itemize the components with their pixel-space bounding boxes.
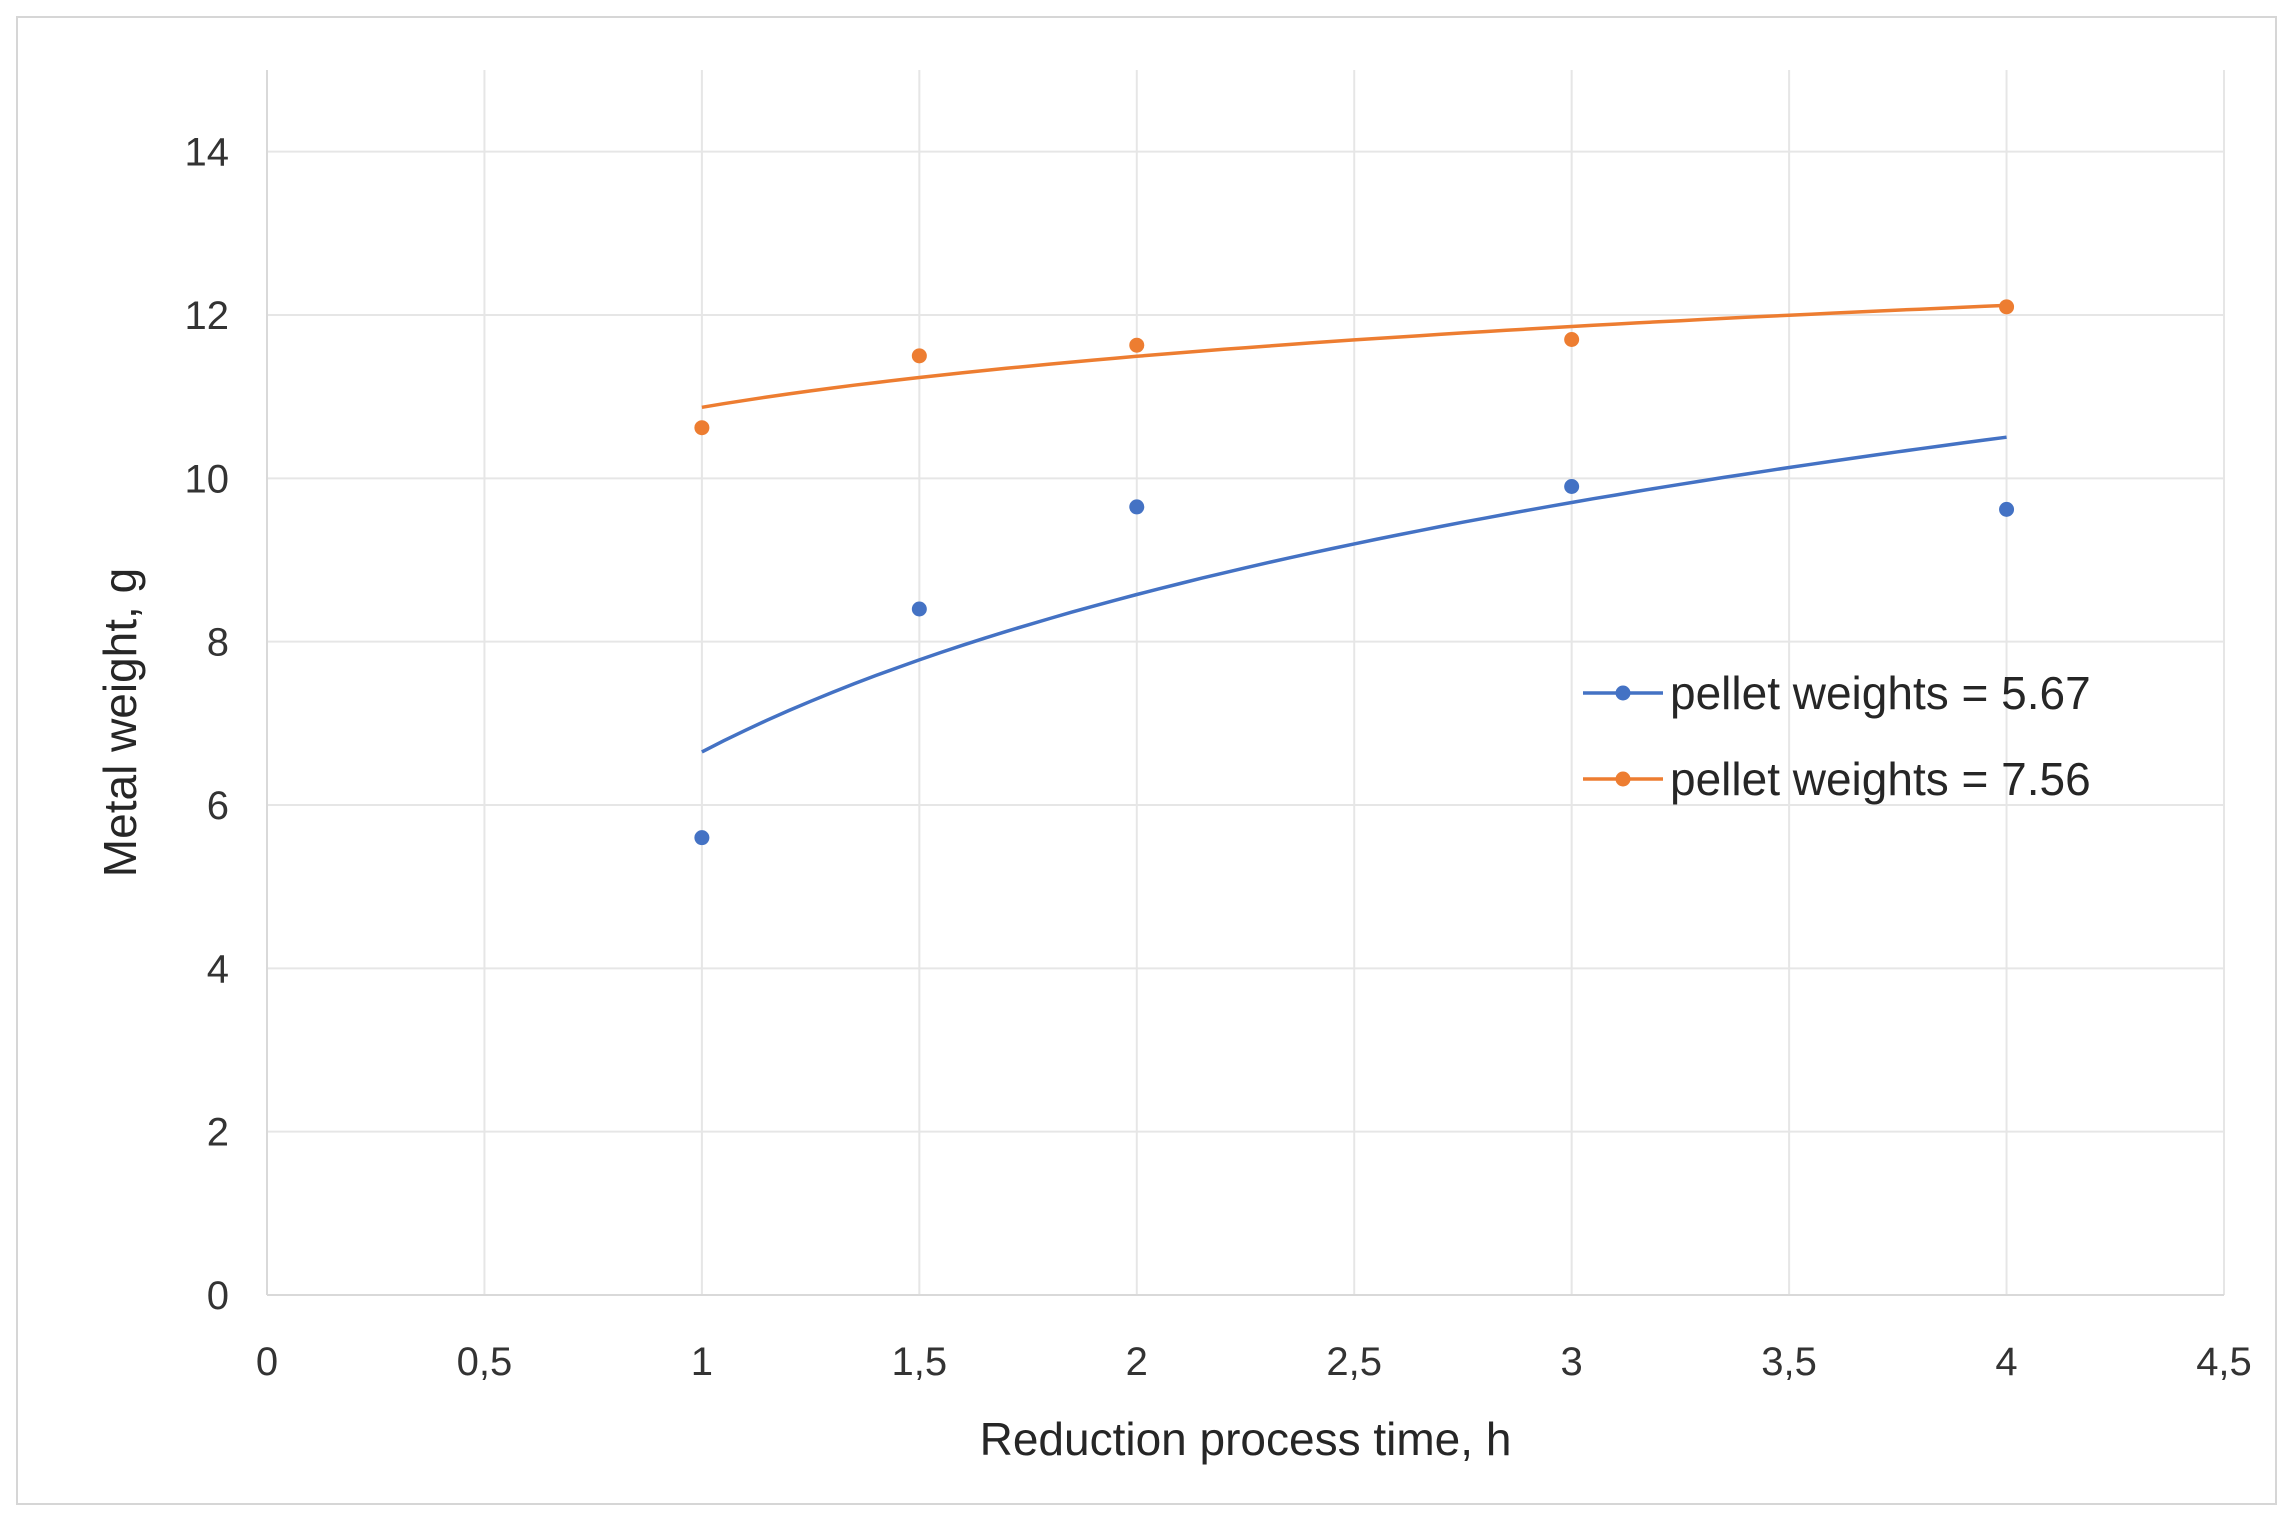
chart-frame: 0 0,5 1 1,5 2 2,5 3 3,5 4 4,5 0 2 4 6 8 10 12 14 Reducti…: [16, 16, 2277, 1505]
x-tick-label: 3: [1561, 1340, 1583, 1384]
y-tick-label: 12: [185, 294, 230, 338]
x-tick-label: 2,5: [1326, 1340, 1382, 1384]
y-tick-labels: 0 2 4 6 8 10 12 14: [185, 131, 230, 1318]
x-axis-title: Reduction process time, h: [980, 1413, 1512, 1465]
data-point-series-1: [694, 830, 710, 846]
x-tick-labels: 0 0,5 1 1,5 2 2,5 3 3,5 4 4,5: [256, 1340, 2252, 1384]
data-point-series-1: [1999, 501, 2015, 517]
data-point-series-2: [1999, 299, 2015, 315]
data-point-series-1: [1129, 499, 1145, 515]
legend-marker-1: [1615, 685, 1631, 701]
x-tick-label: 4: [1995, 1340, 2017, 1384]
data-point-series-1: [911, 601, 927, 617]
trendlines: [701, 303, 2007, 754]
x-tick-label: 1: [691, 1340, 713, 1384]
trendline-series-2: [701, 303, 2007, 410]
x-tick-label: 0,5: [457, 1340, 513, 1384]
y-tick-label: 2: [207, 1111, 229, 1155]
y-tick-label: 6: [207, 784, 229, 828]
x-tick-label: 2: [1126, 1340, 1148, 1384]
data-point-series-2: [1129, 337, 1145, 353]
legend-label-1: pellet weights = 5.67: [1670, 667, 2091, 719]
y-tick-label: 10: [185, 457, 230, 501]
legend: pellet weights = 5.67 pellet weights = 7.…: [1583, 667, 2091, 805]
data-point-series-2: [911, 348, 927, 364]
data-point-series-2: [1564, 332, 1580, 347]
x-tick-label: 1,5: [892, 1340, 948, 1384]
legend-marker-2: [1615, 771, 1631, 787]
axes: [266, 70, 2224, 1296]
trendline-series-1: [701, 435, 2007, 754]
y-tick-label: 8: [207, 621, 229, 665]
chart-svg: 0 0,5 1 1,5 2 2,5 3 3,5 4 4,5 0 2 4 6 8 10 12 14 Reducti…: [94, 70, 2252, 1465]
y-tick-label: 14: [185, 131, 230, 175]
gridlines: [267, 70, 2225, 1295]
x-tick-label: 3,5: [1761, 1340, 1817, 1384]
x-tick-label: 0: [256, 1340, 278, 1384]
data-point-series-2: [694, 420, 710, 436]
data-points: [694, 299, 2015, 846]
y-tick-label: 0: [207, 1274, 229, 1318]
x-tick-label: 4,5: [2196, 1340, 2252, 1384]
y-tick-label: 4: [207, 947, 229, 991]
y-axis-title: Metal weight, g: [94, 568, 146, 877]
data-point-series-1: [1564, 479, 1580, 494]
legend-label-2: pellet weights = 7.56: [1670, 753, 2091, 805]
